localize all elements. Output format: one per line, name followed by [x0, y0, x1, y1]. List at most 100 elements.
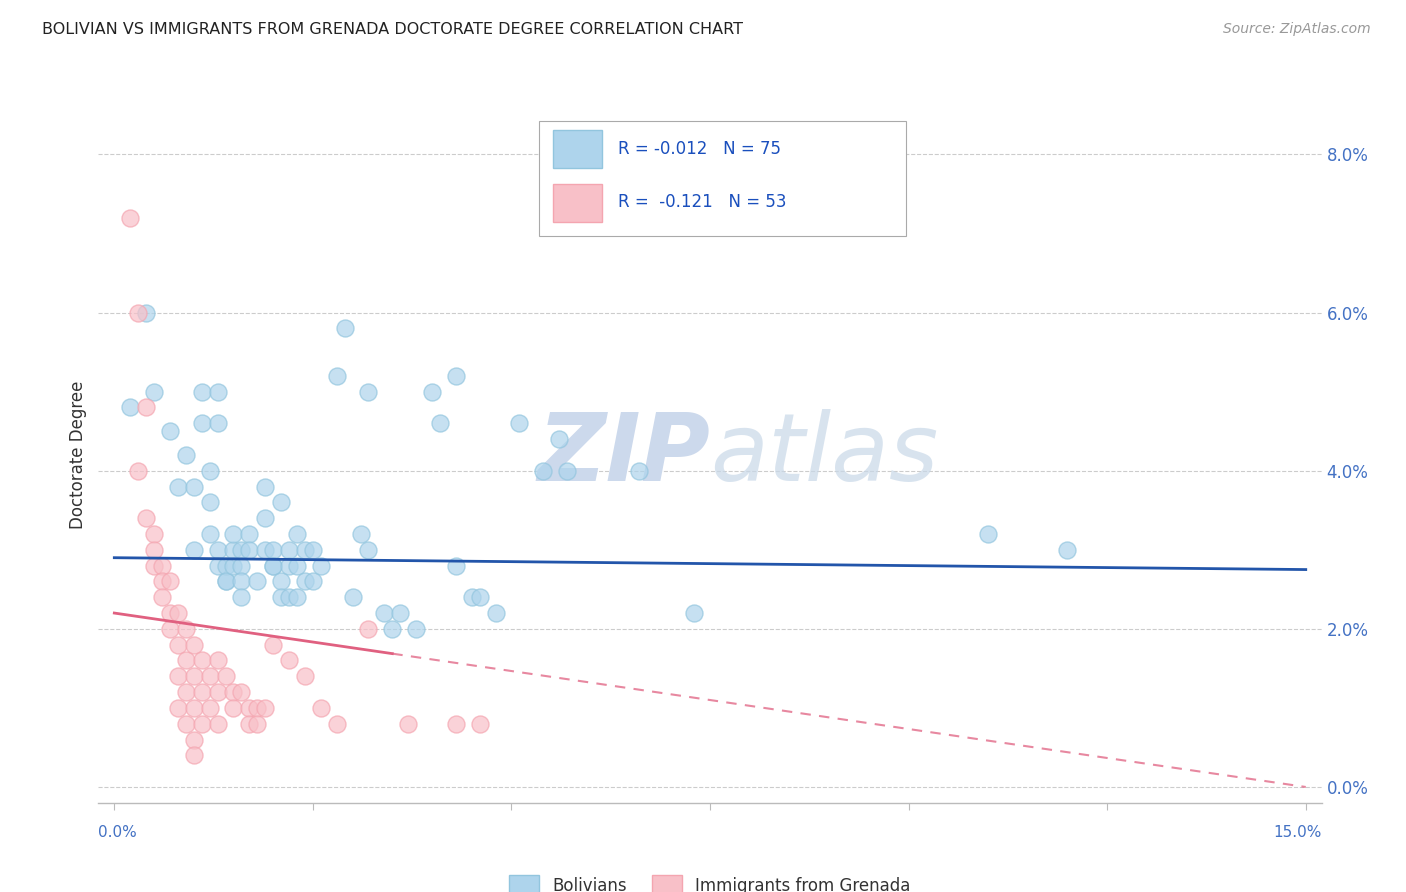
- Text: BOLIVIAN VS IMMIGRANTS FROM GRENADA DOCTORATE DEGREE CORRELATION CHART: BOLIVIAN VS IMMIGRANTS FROM GRENADA DOCT…: [42, 22, 744, 37]
- Point: [548, 432, 571, 446]
- Point: [198, 464, 221, 478]
- Point: [420, 384, 443, 399]
- Point: [150, 591, 173, 605]
- Point: [262, 558, 284, 573]
- Point: [254, 511, 277, 525]
- Point: [166, 701, 188, 715]
- Point: [183, 701, 205, 715]
- Point: [222, 542, 245, 557]
- Point: [135, 401, 157, 415]
- Point: [231, 558, 253, 573]
- Point: [285, 591, 308, 605]
- Point: [198, 669, 221, 683]
- Point: [190, 384, 212, 399]
- Point: [207, 542, 229, 557]
- Point: [166, 606, 188, 620]
- Point: [207, 558, 229, 573]
- Point: [977, 527, 1000, 541]
- Point: [262, 542, 284, 557]
- Point: [254, 701, 277, 715]
- Point: [198, 495, 221, 509]
- Point: [183, 638, 205, 652]
- Point: [444, 716, 467, 731]
- Point: [231, 685, 253, 699]
- Point: [174, 685, 197, 699]
- Point: [159, 424, 181, 438]
- Point: [214, 574, 236, 589]
- Point: [238, 716, 260, 731]
- Point: [159, 574, 181, 589]
- Point: [222, 685, 245, 699]
- Point: [231, 574, 253, 589]
- Point: [150, 574, 173, 589]
- Text: Source: ZipAtlas.com: Source: ZipAtlas.com: [1223, 22, 1371, 37]
- Point: [174, 622, 197, 636]
- Point: [349, 527, 371, 541]
- Point: [373, 606, 395, 620]
- Point: [262, 558, 284, 573]
- Point: [166, 669, 188, 683]
- Point: [174, 448, 197, 462]
- Text: R =  -0.121   N = 53: R = -0.121 N = 53: [619, 194, 787, 211]
- Point: [198, 701, 221, 715]
- Point: [1056, 542, 1078, 557]
- Point: [207, 653, 229, 667]
- Text: atlas: atlas: [710, 409, 938, 500]
- Point: [357, 622, 380, 636]
- Point: [190, 417, 212, 431]
- Point: [222, 701, 245, 715]
- Point: [166, 638, 188, 652]
- Point: [214, 669, 236, 683]
- Point: [207, 384, 229, 399]
- Point: [207, 685, 229, 699]
- Point: [381, 622, 404, 636]
- Point: [127, 305, 149, 319]
- Legend: Bolivians, Immigrants from Grenada: Bolivians, Immigrants from Grenada: [502, 869, 918, 892]
- Point: [159, 622, 181, 636]
- Point: [143, 558, 166, 573]
- Point: [429, 417, 451, 431]
- Point: [302, 574, 325, 589]
- Point: [278, 558, 301, 573]
- Point: [342, 591, 364, 605]
- Point: [262, 638, 284, 652]
- Point: [190, 685, 212, 699]
- Point: [183, 542, 205, 557]
- Point: [207, 417, 229, 431]
- Point: [405, 622, 427, 636]
- Y-axis label: Doctorate Degree: Doctorate Degree: [69, 381, 87, 529]
- Point: [302, 542, 325, 557]
- Point: [294, 574, 316, 589]
- Point: [484, 606, 506, 620]
- Point: [183, 748, 205, 763]
- Point: [214, 558, 236, 573]
- Point: [127, 464, 149, 478]
- Point: [270, 574, 292, 589]
- Point: [143, 542, 166, 557]
- Point: [357, 384, 380, 399]
- Point: [231, 542, 253, 557]
- Point: [309, 701, 332, 715]
- Point: [231, 591, 253, 605]
- Point: [627, 464, 650, 478]
- Point: [294, 542, 316, 557]
- Point: [389, 606, 412, 620]
- Point: [325, 368, 347, 383]
- Point: [238, 701, 260, 715]
- Point: [190, 716, 212, 731]
- Point: [207, 716, 229, 731]
- FancyBboxPatch shape: [554, 184, 602, 222]
- Point: [143, 384, 166, 399]
- Point: [174, 653, 197, 667]
- Point: [120, 211, 142, 225]
- Text: 15.0%: 15.0%: [1274, 825, 1322, 840]
- Point: [222, 558, 245, 573]
- Point: [183, 669, 205, 683]
- Point: [270, 495, 292, 509]
- Point: [278, 591, 301, 605]
- Point: [246, 701, 269, 715]
- Point: [238, 527, 260, 541]
- Text: 0.0%: 0.0%: [98, 825, 138, 840]
- Point: [246, 574, 269, 589]
- Point: [120, 401, 142, 415]
